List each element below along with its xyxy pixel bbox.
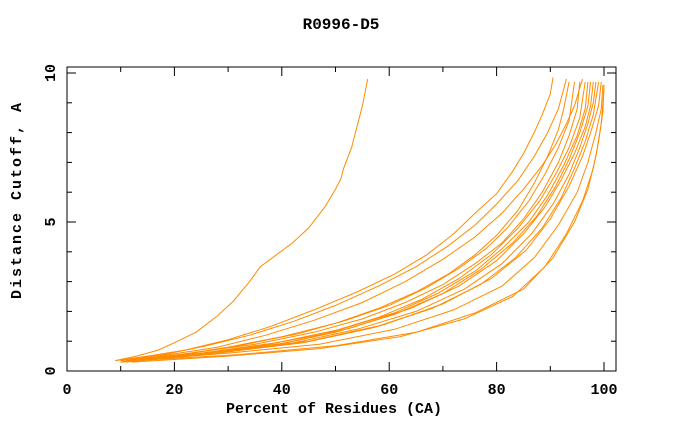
series-line-curve-08	[120, 81, 586, 363]
x-tick-label: 80	[488, 382, 506, 399]
x-tick-label: 100	[590, 382, 617, 399]
series-line-curve-10	[120, 81, 592, 363]
series-line-curve-14	[131, 81, 602, 360]
series-line-curve-17	[136, 87, 605, 362]
series-line-curve-09	[126, 81, 589, 362]
y-tick-label: 5	[43, 217, 60, 226]
chart-title: R0996-D5	[303, 16, 380, 34]
plot-area: 0 20 40 60 80 100 0 5 10	[43, 64, 618, 399]
plot-border	[66, 66, 617, 372]
series-line-curve-06	[120, 81, 575, 362]
x-axis-label: Percent of Residues (CA)	[226, 401, 442, 418]
x-tick-label: 20	[165, 382, 183, 399]
series-line-curve-07	[126, 81, 581, 362]
series-line-curve-05	[120, 81, 570, 363]
y-tick-label: 10	[43, 64, 60, 82]
series-line-curve-03	[120, 78, 567, 362]
series-line-curve-11	[126, 81, 594, 362]
y-tick-label: 0	[43, 366, 60, 375]
series-line-curve-12	[126, 81, 597, 363]
x-tick-label: 60	[380, 382, 398, 399]
x-tick-label: 0	[62, 382, 71, 399]
series-line-curve-15	[131, 84, 604, 362]
series-line-curve-13	[131, 81, 600, 362]
y-axis-label: Distance Cutoff, A	[9, 101, 26, 299]
series-line-curve-01	[115, 78, 369, 362]
series-line-curve-04	[120, 78, 583, 363]
x-tick-label: 40	[273, 382, 291, 399]
series-line-curve-02	[115, 77, 554, 362]
